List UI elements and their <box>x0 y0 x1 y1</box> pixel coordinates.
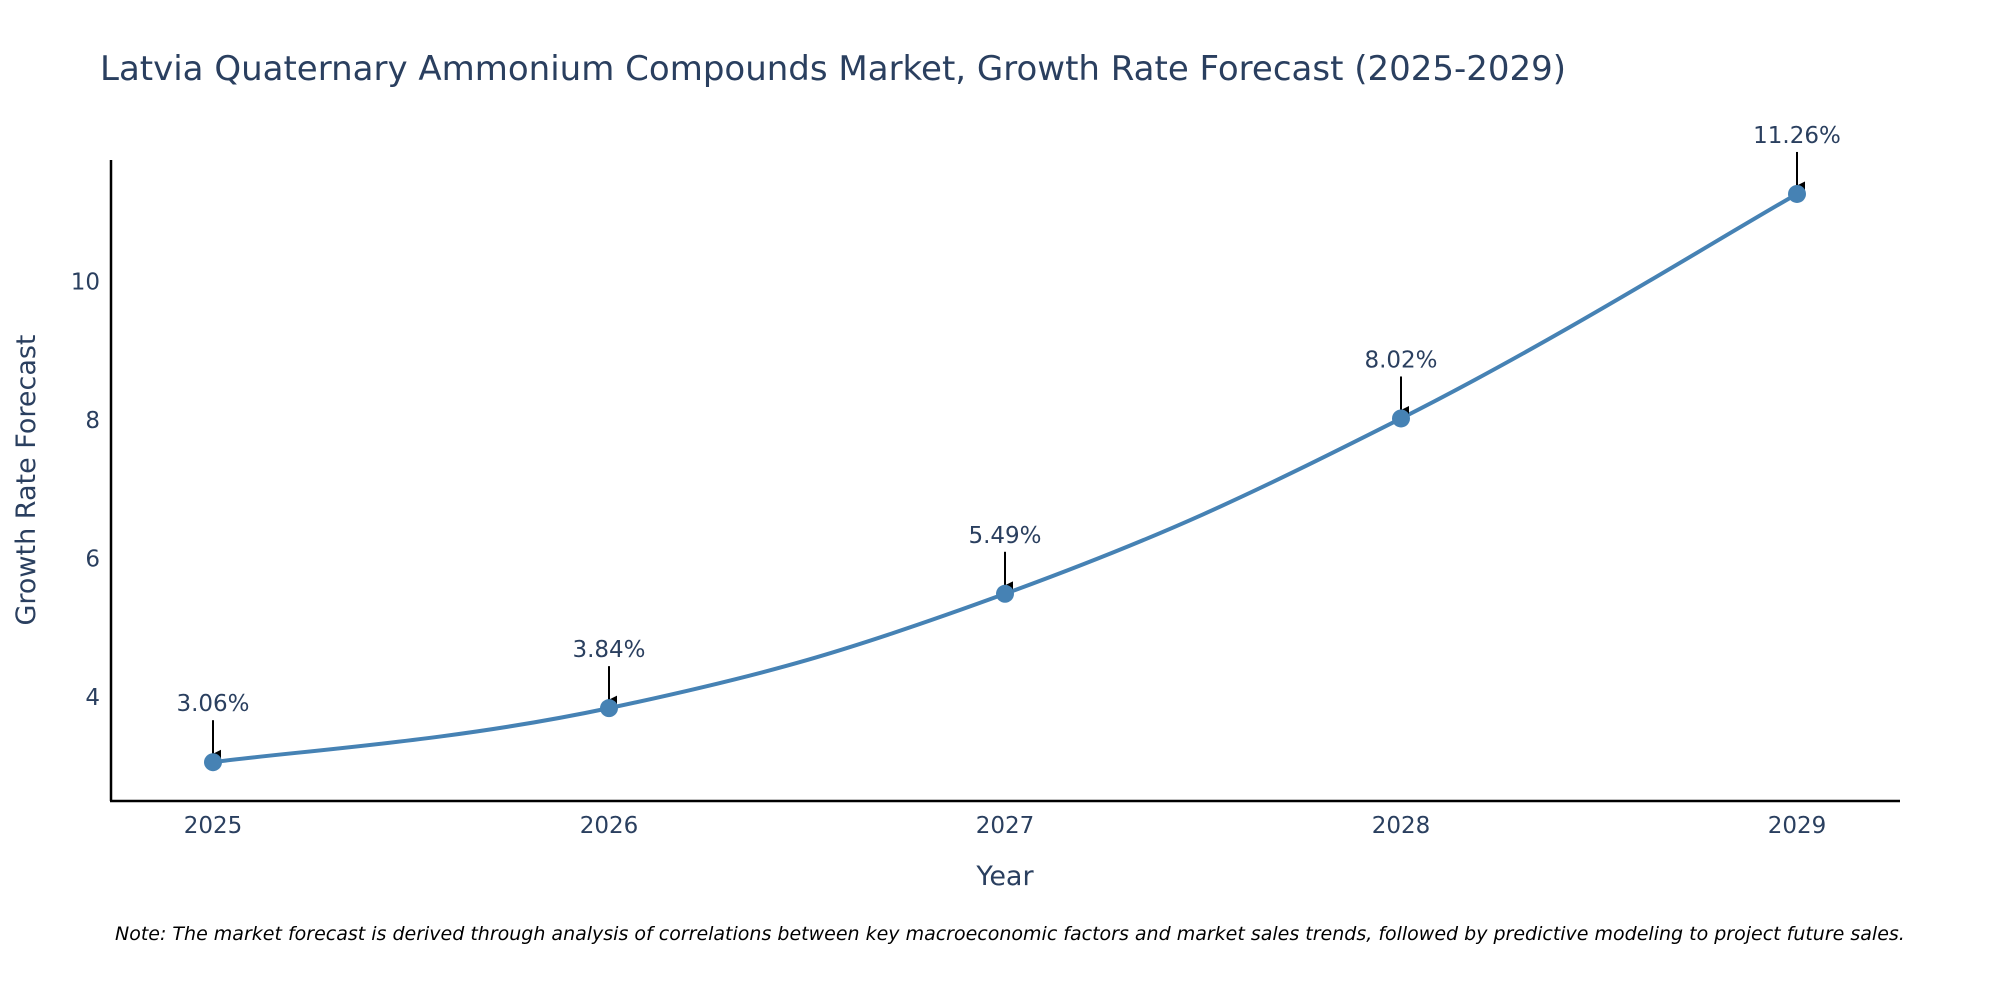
data-point <box>1392 409 1410 428</box>
y-tick-label: 8 <box>85 408 100 434</box>
series-line <box>212 192 1798 765</box>
y-tick-label: 6 <box>85 546 100 572</box>
data-label: 5.49% <box>968 523 1041 549</box>
x-tick-label: 2027 <box>976 813 1035 839</box>
data-label-annotations: 3.06% 3.84% 5.49% 8.02% 11.26% <box>176 123 1841 759</box>
x-tick-label: 2028 <box>1372 813 1431 839</box>
data-point <box>1788 184 1806 203</box>
chart-title: Latvia Quaternary Ammonium Compounds Mar… <box>100 49 1566 89</box>
data-label: 3.06% <box>176 691 249 717</box>
data-point-markers <box>204 184 1806 772</box>
y-tick-label: 4 <box>85 685 100 711</box>
x-axis-title: Year <box>975 861 1034 892</box>
y-axis-ticks: 4 6 8 10 <box>71 269 100 711</box>
y-tick-label: 10 <box>71 269 100 295</box>
x-axis-ticks: 2025 2026 2027 2028 2029 <box>184 813 1827 839</box>
x-tick-label: 2026 <box>580 813 639 839</box>
data-label: 8.02% <box>1364 347 1437 373</box>
data-point <box>996 584 1014 603</box>
data-point <box>600 699 618 718</box>
x-tick-label: 2029 <box>1768 813 1827 839</box>
footnote: Note: The market forecast is derived thr… <box>115 923 1905 945</box>
y-axis-title: Growth Rate Forecast <box>11 334 42 625</box>
data-point <box>204 753 222 772</box>
data-label: 3.84% <box>572 637 645 663</box>
x-tick-label: 2025 <box>184 813 243 839</box>
data-label: 11.26% <box>1753 123 1841 149</box>
